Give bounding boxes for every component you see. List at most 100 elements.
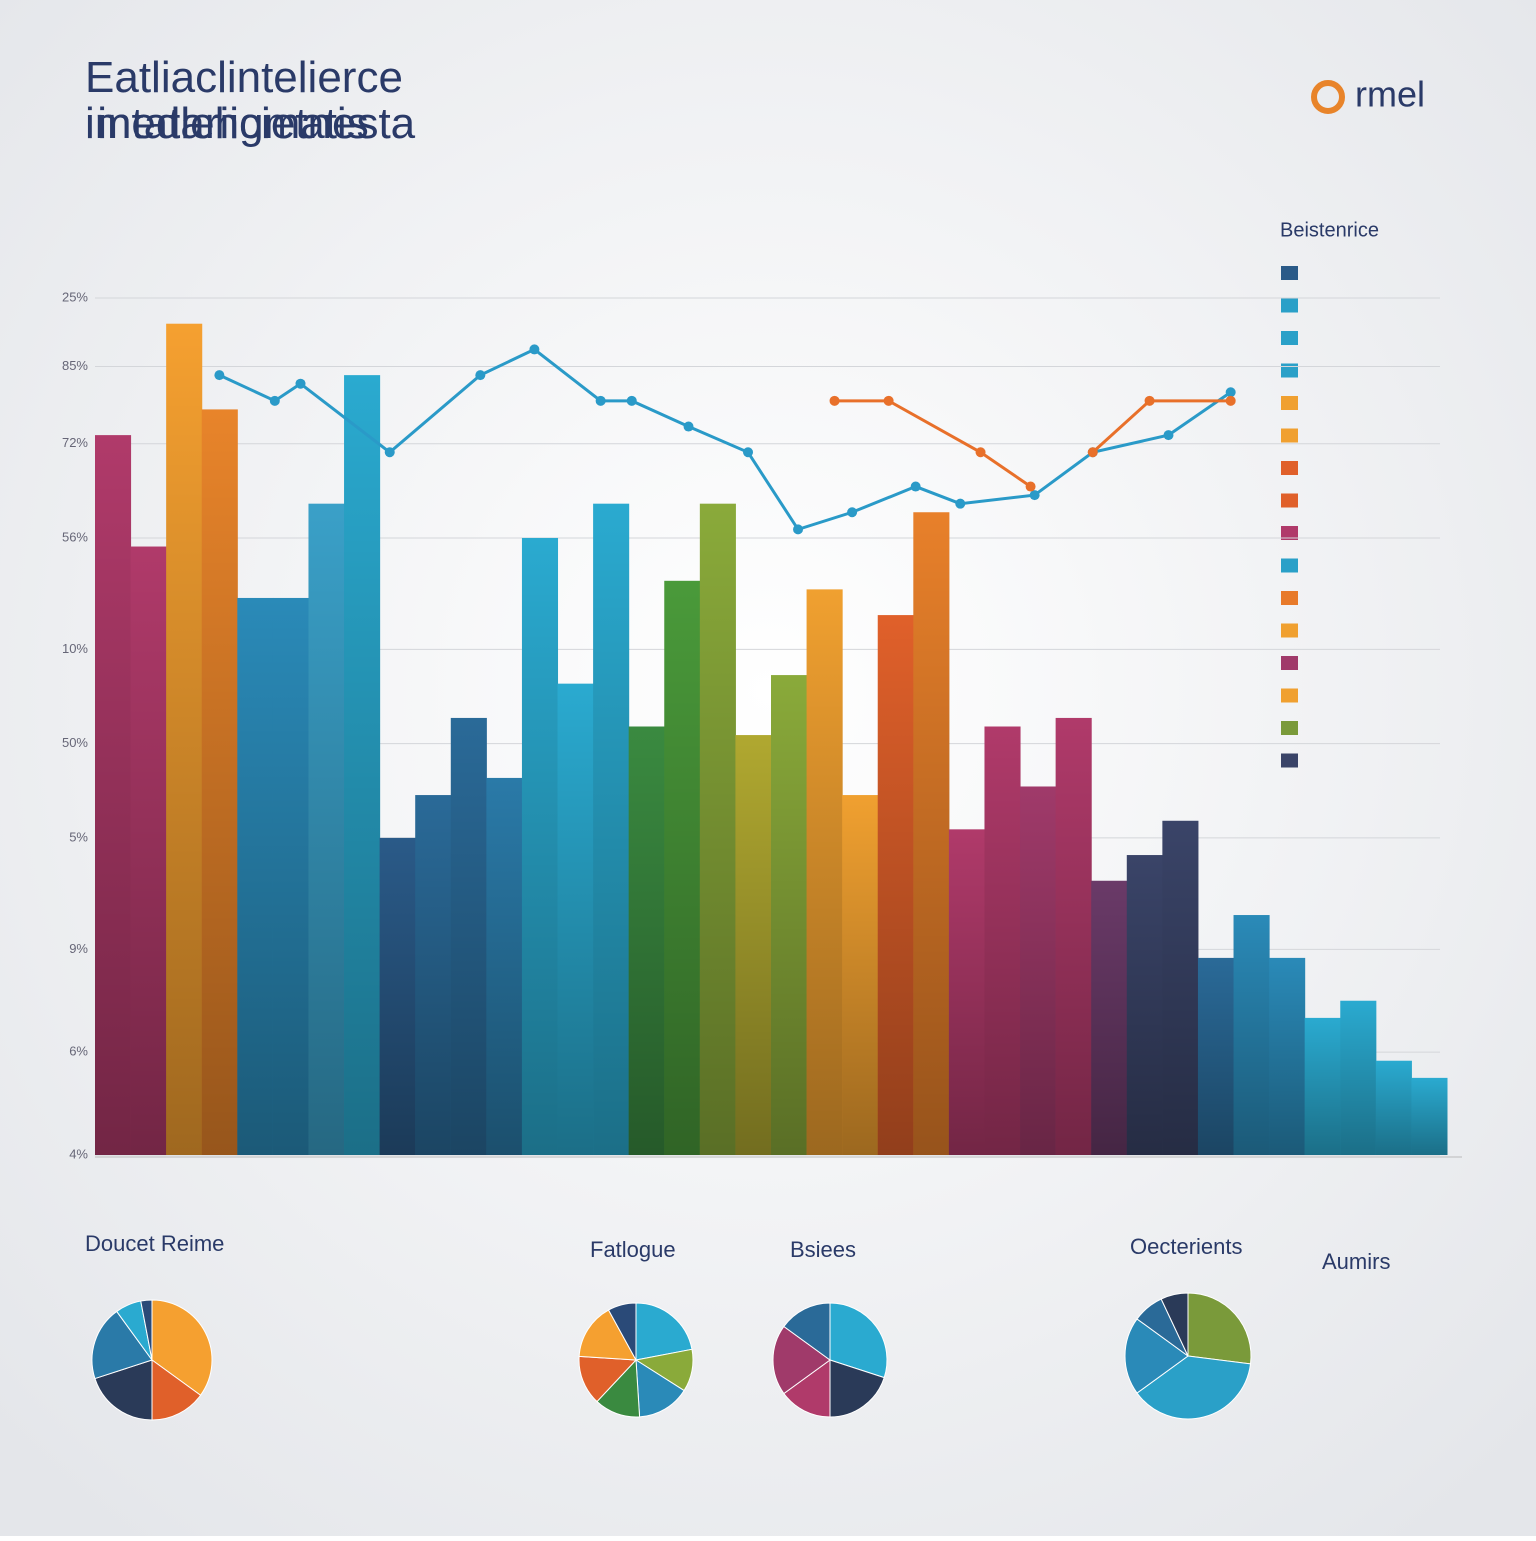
legend-swatch bbox=[1281, 623, 1298, 638]
pie-slice bbox=[1160, 1292, 1189, 1357]
pie-slice bbox=[1124, 1318, 1189, 1394]
bar-shade bbox=[486, 777, 523, 1155]
legend-swatch bbox=[1281, 266, 1298, 280]
legend-swatch bbox=[1281, 591, 1298, 605]
bar-shade bbox=[450, 717, 487, 1155]
bar-shade bbox=[1233, 915, 1270, 1155]
line-point bbox=[1163, 430, 1174, 441]
line-point bbox=[829, 395, 840, 406]
bar-shade bbox=[344, 375, 381, 1155]
line-point bbox=[595, 395, 606, 406]
pie-title: Doucet Reime bbox=[85, 1231, 224, 1256]
line-point bbox=[975, 447, 986, 458]
pie-slice bbox=[783, 1359, 831, 1418]
line-point bbox=[793, 524, 804, 535]
legend-swatch bbox=[1281, 461, 1298, 475]
line-point bbox=[269, 395, 280, 406]
logo: rmel bbox=[1355, 74, 1425, 115]
bar-shade bbox=[1162, 820, 1199, 1155]
bar-shade bbox=[95, 435, 132, 1155]
y-tick-label: 85% bbox=[62, 358, 88, 373]
bar-shade bbox=[1340, 1000, 1377, 1155]
line-point bbox=[910, 481, 921, 492]
y-tick-label: 9% bbox=[69, 941, 88, 956]
line-point bbox=[529, 344, 540, 355]
bar-shade bbox=[735, 735, 772, 1155]
line-point bbox=[1087, 447, 1098, 458]
line-point bbox=[683, 421, 694, 432]
pie-slice bbox=[1136, 1355, 1252, 1420]
line-point bbox=[1225, 395, 1236, 406]
pie-title: Bsiees bbox=[790, 1237, 856, 1262]
bar-shade bbox=[593, 503, 630, 1155]
pie-slice bbox=[635, 1302, 693, 1361]
pie-slice bbox=[772, 1325, 831, 1395]
legend-swatch bbox=[1281, 721, 1298, 735]
logo-icon bbox=[1311, 80, 1345, 114]
bar-shade bbox=[1269, 957, 1306, 1155]
bar-shade bbox=[272, 597, 309, 1155]
bar-shade bbox=[913, 512, 950, 1155]
bar-shade bbox=[521, 537, 559, 1155]
line-point bbox=[743, 447, 754, 458]
bar-shade bbox=[771, 675, 808, 1155]
bar-shade bbox=[1375, 1060, 1412, 1155]
line-point bbox=[384, 447, 395, 458]
y-tick-label: 25% bbox=[62, 289, 88, 304]
line-point bbox=[847, 507, 858, 518]
y-tick-label: 10% bbox=[62, 641, 88, 656]
y-tick-label: 50% bbox=[62, 735, 88, 750]
pie-title: Fatlogue bbox=[590, 1237, 676, 1262]
pie-slice bbox=[829, 1359, 885, 1418]
y-tick-label: 4% bbox=[69, 1146, 88, 1161]
bar-shade bbox=[842, 795, 879, 1155]
bar-shade bbox=[1126, 855, 1163, 1155]
legend-swatch bbox=[1281, 493, 1298, 508]
legend-swatch bbox=[1281, 656, 1298, 670]
line-point bbox=[1025, 481, 1036, 492]
pie-title: Oecterients bbox=[1130, 1234, 1243, 1259]
bar-shade bbox=[1411, 1077, 1448, 1155]
pie-slice bbox=[578, 1309, 637, 1361]
pie-slice bbox=[1187, 1292, 1252, 1365]
bar-shade bbox=[699, 503, 736, 1155]
bar-shade bbox=[1091, 880, 1128, 1155]
y-tick-label: 5% bbox=[69, 829, 88, 844]
bar-shade bbox=[166, 323, 203, 1156]
bar-shade bbox=[628, 726, 665, 1155]
bar-shade bbox=[557, 683, 594, 1155]
bar-shade bbox=[379, 837, 416, 1155]
line-point bbox=[955, 498, 966, 509]
pie-slice bbox=[91, 1310, 153, 1380]
pie-slice bbox=[151, 1299, 213, 1396]
legend-swatch bbox=[1281, 363, 1298, 378]
bar-shade bbox=[984, 726, 1021, 1155]
line bbox=[218, 347, 1232, 532]
legend-swatch bbox=[1281, 396, 1298, 410]
line-point bbox=[883, 395, 894, 406]
legend-swatch bbox=[1281, 331, 1298, 345]
pie-slice bbox=[607, 1302, 637, 1361]
bar-shade bbox=[237, 597, 274, 1155]
pie-slice bbox=[783, 1302, 831, 1361]
bar-shade bbox=[664, 580, 701, 1155]
y-tick-label: 72% bbox=[62, 435, 88, 450]
bar-shade bbox=[948, 829, 985, 1155]
line-point bbox=[295, 378, 306, 389]
chart-title: Eatliaclintelierce imedariicietnesta inta… bbox=[85, 53, 416, 148]
pie-slice bbox=[151, 1359, 202, 1421]
line-point bbox=[1225, 387, 1236, 398]
line-point bbox=[214, 370, 225, 381]
line-point bbox=[1144, 395, 1155, 406]
legend-swatch bbox=[1281, 298, 1298, 313]
line-point bbox=[1029, 490, 1040, 501]
bar-shade bbox=[1304, 1017, 1341, 1155]
pie-slice bbox=[829, 1302, 888, 1379]
section-title: Aumirs bbox=[1322, 1249, 1390, 1274]
bar-shade bbox=[1055, 717, 1092, 1155]
bar-shade bbox=[806, 589, 843, 1155]
pie-slice bbox=[635, 1359, 685, 1418]
bar-shade bbox=[308, 503, 345, 1155]
